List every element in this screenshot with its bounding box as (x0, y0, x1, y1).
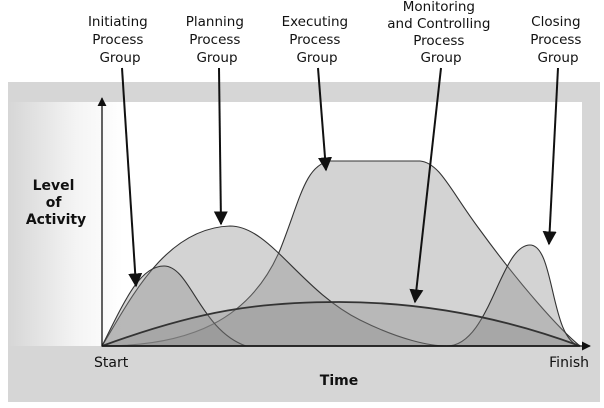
label-line: Group (99, 50, 140, 66)
label-line: Process (413, 33, 464, 49)
label-line: Activity (26, 212, 86, 228)
arrow-executing (317, 67, 332, 172)
y-axis-label: Level of Activity (26, 178, 86, 228)
label-line: Group (537, 50, 578, 66)
label-planning: Planning Process Group (186, 14, 248, 66)
label-line: Process (289, 32, 340, 48)
curve-closing (446, 244, 581, 347)
label-line: Monitoring (403, 0, 475, 15)
label-line: Process (92, 32, 143, 48)
label-line: of (46, 195, 63, 211)
label-line: Initiating (88, 14, 148, 30)
label-line: Closing (531, 14, 580, 30)
label-line: Group (296, 50, 337, 66)
x-start-label: Start (94, 355, 129, 371)
arrow-closing (542, 67, 559, 246)
label-initiating: Initiating Process Group (88, 14, 152, 66)
x-finish-label: Finish (549, 355, 589, 371)
label-line: Executing (282, 14, 349, 30)
x-axis-label: Time (320, 373, 358, 389)
label-monitoring: Monitoring and Controlling Process Group (387, 0, 494, 66)
label-closing: Closing Process Group (530, 14, 586, 66)
curve-monitoring (101, 301, 581, 347)
arrow-planning (213, 67, 228, 226)
label-line: Group (196, 50, 237, 66)
label-line: Group (420, 50, 461, 66)
label-line: Level (33, 178, 75, 194)
label-line: and Controlling (387, 16, 490, 32)
label-line: Planning (186, 14, 244, 30)
plot-area (8, 102, 582, 346)
label-executing: Executing Process Group (282, 14, 353, 66)
curve-planning (101, 225, 448, 347)
label-line: Process (189, 32, 240, 48)
arrow-initiating (121, 67, 143, 288)
arrow-monitoring (409, 67, 442, 304)
label-line: Process (530, 32, 581, 48)
